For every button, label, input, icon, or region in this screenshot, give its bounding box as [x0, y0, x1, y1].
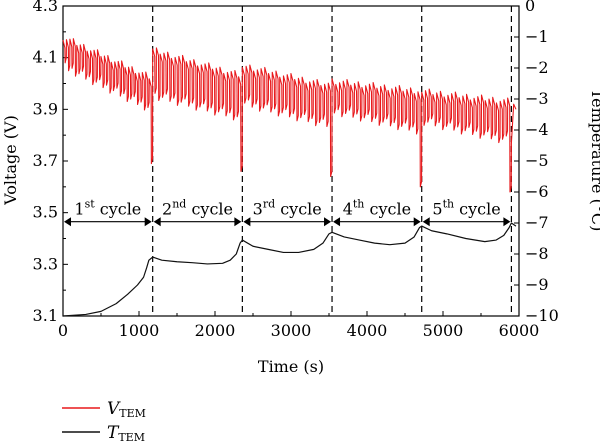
series-layer — [62, 38, 517, 317]
arrow-head — [64, 217, 71, 227]
arrow-head — [413, 217, 421, 227]
right-y-tick-label: −2 — [525, 58, 549, 77]
cycle-label: 2nd cycle — [162, 198, 233, 219]
arrow-head — [503, 217, 511, 227]
legend-label-t-tem: TTEM — [107, 423, 145, 444]
cycle-arrows — [64, 217, 511, 227]
series-line-t-tem — [62, 222, 517, 317]
right-y-tick-label: −10 — [525, 306, 559, 325]
legend: VTEM TTEM — [62, 399, 146, 444]
right-y-tick-label: −5 — [525, 151, 549, 170]
left-y-tick-label: 3.1 — [33, 306, 58, 325]
right-y-axis-label: Temperature (°C) — [588, 89, 600, 232]
arrow-head — [333, 217, 341, 227]
x-tick-label: 2000 — [195, 321, 236, 340]
cycle-label: 4th cycle — [343, 198, 411, 219]
left-y-axis-label: Voltage (V) — [1, 115, 20, 206]
right-y-tick-label: −7 — [525, 213, 549, 232]
left-y-tick-label: 3.3 — [33, 254, 58, 273]
x-tick-label: 4000 — [347, 321, 388, 340]
arrow-head — [422, 217, 430, 227]
arrow-head — [153, 217, 161, 227]
cycle-label: 3rd cycle — [253, 198, 322, 219]
arrow-head — [324, 217, 332, 227]
right-y-tick-label: −3 — [525, 89, 549, 108]
x-axis-label: Time (s) — [258, 357, 324, 376]
left-y-tick-label: 3.7 — [33, 151, 58, 170]
x-tick-label: 5000 — [423, 321, 464, 340]
legend-label-v-tem: VTEM — [107, 399, 146, 420]
right-y-tick-label: −9 — [525, 275, 549, 294]
left-y-tick-label: 3.9 — [33, 99, 58, 118]
arrow-head — [243, 217, 251, 227]
cycle-labels: 1st cycle 2nd cycle 3rd cycle 4th cycle 5th … — [74, 198, 500, 219]
left-y-axis: 3.1 3.3 3.5 3.7 3.9 4.1 4.3 — [33, 0, 68, 325]
cycle-label: 1st cycle — [74, 198, 141, 219]
x-tick-label: 6000 — [499, 321, 540, 340]
x-axis: 0 1000 2000 3000 4000 5000 6000 — [58, 311, 539, 340]
left-y-tick-label: 4.3 — [33, 0, 58, 15]
cycle-label: 5th cycle — [432, 198, 500, 219]
arrow-head — [144, 217, 152, 227]
arrow-head — [234, 217, 242, 227]
x-tick-label: 0 — [58, 321, 68, 340]
left-y-tick-label: 3.5 — [33, 203, 58, 222]
right-y-tick-label: 0 — [525, 0, 535, 15]
series-line-v-tem — [62, 38, 517, 193]
plot-frame — [62, 5, 520, 317]
right-y-tick-label: −8 — [525, 244, 549, 263]
right-y-tick-label: −6 — [525, 182, 549, 201]
right-y-tick-label: −4 — [525, 120, 549, 139]
plot-area — [62, 5, 520, 317]
x-tick-label: 1000 — [119, 321, 160, 340]
right-y-tick-label: −1 — [525, 27, 549, 46]
right-y-axis: 0 −1 −2 −3 −4 −5 −6 −7 −8 −9 −10 — [514, 0, 559, 325]
x-tick-label: 3000 — [271, 321, 312, 340]
left-y-tick-label: 4.1 — [33, 48, 58, 67]
